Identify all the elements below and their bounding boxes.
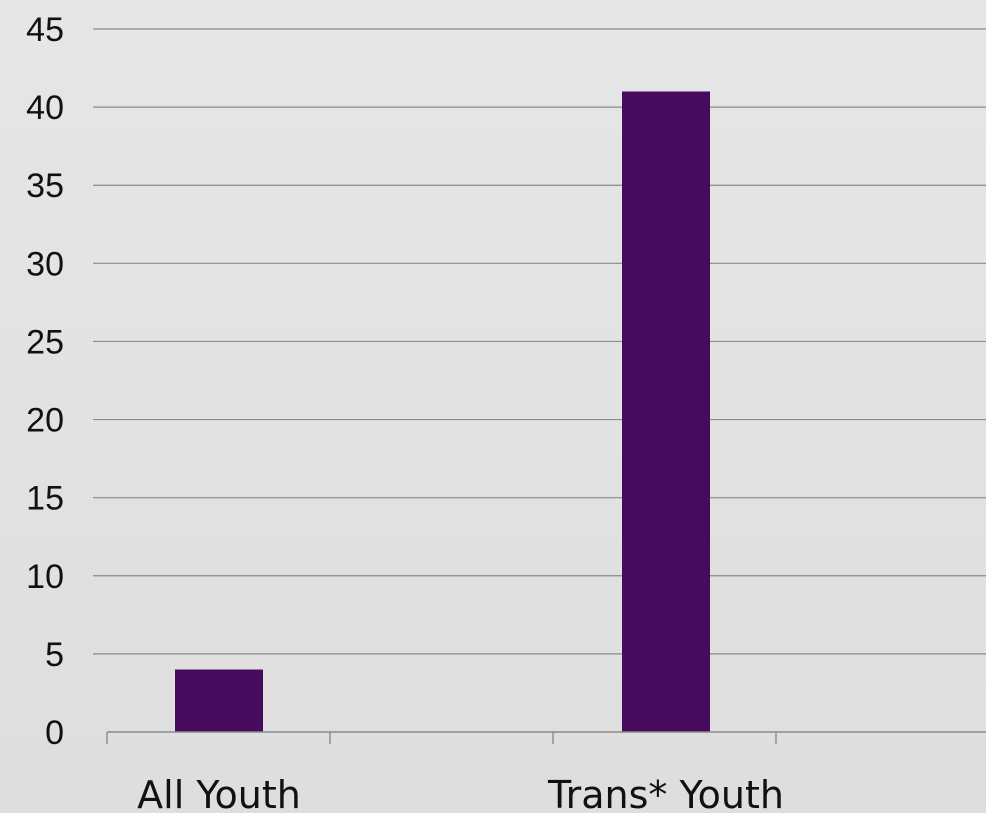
y-tick-label: 20 [26, 402, 64, 440]
x-category-label: All Youth [137, 773, 301, 813]
bar-trans-youth [622, 91, 710, 732]
y-tick-label: 35 [26, 167, 64, 205]
y-tick-label: 10 [26, 558, 64, 596]
y-tick-label: 0 [45, 714, 64, 752]
y-tick-label: 30 [26, 245, 64, 283]
y-tick-label: 25 [26, 323, 64, 361]
bar-all-youth [175, 669, 263, 732]
y-tick-label: 5 [45, 636, 64, 674]
y-tick-label: 15 [26, 480, 64, 518]
y-tick-label: 40 [26, 89, 64, 127]
x-axis-category-labels: All Youth Trans* Youth [137, 773, 784, 813]
x-category-label: Trans* Youth [547, 773, 784, 813]
x-axis [106, 731, 986, 744]
y-axis-tick-labels: 0 5 10 15 20 25 30 35 40 45 [26, 11, 64, 752]
y-tick-label: 45 [26, 11, 64, 49]
bars [175, 91, 710, 732]
gridlines [93, 28, 986, 655]
